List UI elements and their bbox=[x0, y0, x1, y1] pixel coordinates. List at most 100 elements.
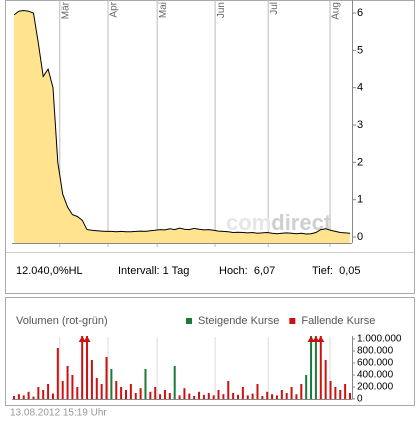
y-tick-label: 6 bbox=[357, 7, 363, 19]
volume-bar bbox=[251, 393, 254, 399]
volume-bar bbox=[129, 384, 132, 399]
volume-bar bbox=[66, 366, 69, 399]
volume-bar bbox=[173, 366, 176, 399]
overflow-arrow bbox=[307, 336, 315, 342]
y-tick-label: 5 bbox=[357, 44, 363, 56]
timestamp: 13.08.2012 15:19 Uhr bbox=[10, 408, 107, 419]
volume-bar bbox=[290, 387, 293, 399]
volume-bar bbox=[71, 375, 74, 399]
y-tick-label: 0 bbox=[357, 394, 363, 405]
volume-bar bbox=[159, 394, 162, 399]
volume-panel bbox=[5, 297, 415, 406]
volume-bar bbox=[329, 381, 332, 399]
volume-bar bbox=[261, 396, 264, 399]
price-line bbox=[13, 9, 351, 235]
volume-bar bbox=[47, 384, 50, 399]
volume-bar bbox=[349, 393, 351, 399]
volume-bar bbox=[227, 381, 230, 399]
volume-bar bbox=[17, 394, 20, 399]
volume-bar bbox=[246, 395, 249, 399]
volume-bar bbox=[51, 393, 54, 399]
volume-bar bbox=[339, 390, 342, 399]
x-tick-label: Mär bbox=[60, 1, 71, 19]
volume-bar bbox=[22, 395, 25, 399]
volume-bar bbox=[198, 391, 201, 399]
y-tick-label: 3 bbox=[357, 119, 363, 131]
volume-bar bbox=[32, 396, 35, 399]
volume-bar bbox=[344, 384, 347, 399]
volume-bar bbox=[13, 396, 15, 399]
volume-bar bbox=[42, 390, 45, 399]
legend-label: Fallende Kurse bbox=[301, 315, 375, 327]
volume-bar bbox=[285, 393, 288, 399]
x-tick-label: Mai bbox=[158, 2, 169, 18]
volume-bar bbox=[300, 384, 303, 399]
x-tick-label: Jun bbox=[216, 2, 227, 18]
x-tick-label: Apr bbox=[109, 1, 120, 17]
volume-bar bbox=[144, 369, 147, 399]
volume-bar bbox=[310, 336, 313, 399]
volume-bar bbox=[266, 391, 269, 399]
y-tick-label: 1 bbox=[357, 194, 363, 206]
overflow-arrow bbox=[83, 336, 91, 342]
volume-bar bbox=[319, 336, 322, 399]
y-tick-label: 4 bbox=[357, 82, 363, 94]
price-area bbox=[14, 10, 350, 243]
volume-bar bbox=[27, 391, 30, 399]
volume-bar bbox=[110, 369, 113, 399]
y-tick-label: 1.000.000 bbox=[357, 334, 402, 345]
x-tick-label: Jul bbox=[269, 2, 280, 15]
volume-bar bbox=[193, 396, 196, 399]
volume-bar bbox=[188, 393, 191, 399]
y-tick-label: 400.000 bbox=[357, 370, 394, 381]
bars bbox=[13, 336, 351, 399]
volume-bar bbox=[324, 360, 327, 399]
volume-bar bbox=[212, 395, 215, 399]
y-tick-label: 600.000 bbox=[357, 358, 394, 369]
info-interval: Intervall: 1 Tag bbox=[118, 265, 189, 277]
y-tick-label: 0 bbox=[357, 231, 363, 243]
volume-title: Volumen (rot-grün) bbox=[16, 315, 108, 327]
volume-bar bbox=[222, 394, 225, 399]
volume-bar bbox=[76, 387, 79, 399]
volume-bar bbox=[275, 395, 278, 399]
volume-bar bbox=[163, 390, 166, 399]
volume-bar bbox=[232, 393, 235, 399]
volume-bar bbox=[56, 348, 59, 399]
overflow-arrow bbox=[312, 336, 320, 342]
volume-bar bbox=[168, 393, 171, 399]
volume-bar bbox=[95, 378, 98, 399]
info-range: 12.040,0%HL bbox=[16, 265, 83, 277]
price-panel bbox=[5, 0, 415, 294]
volume-bar bbox=[134, 393, 137, 399]
y-tick-label: 2 bbox=[357, 156, 363, 168]
volume-bar bbox=[86, 336, 89, 399]
volume-bar bbox=[207, 393, 210, 399]
volume-bar bbox=[81, 336, 84, 399]
legend-swatch bbox=[186, 318, 192, 324]
volume-bar bbox=[295, 394, 298, 399]
volume-bar bbox=[314, 336, 317, 399]
volume-bar bbox=[120, 387, 123, 399]
volume-bar bbox=[115, 381, 118, 399]
legend-label: Steigende Kurse bbox=[198, 315, 279, 327]
y-tick-label: 800.000 bbox=[357, 346, 394, 357]
volume-bar bbox=[256, 384, 259, 399]
volume-bar bbox=[37, 387, 40, 399]
x-tick-label: Aug bbox=[331, 2, 342, 20]
volume-bar bbox=[334, 387, 337, 399]
volume-bar bbox=[90, 360, 93, 399]
info-low: Tief: 0,05 bbox=[312, 265, 361, 277]
volume-bar bbox=[61, 381, 64, 399]
volume-bar bbox=[154, 387, 157, 399]
volume-bar bbox=[202, 394, 205, 399]
overflow-arrow bbox=[317, 336, 325, 342]
volume-bar bbox=[178, 395, 181, 399]
volume-bar bbox=[139, 388, 142, 399]
volume-bar bbox=[305, 375, 308, 399]
volume-bar bbox=[241, 387, 244, 399]
volume-bar bbox=[271, 394, 274, 399]
volume-bar bbox=[100, 384, 103, 399]
legend-swatch bbox=[289, 318, 296, 324]
